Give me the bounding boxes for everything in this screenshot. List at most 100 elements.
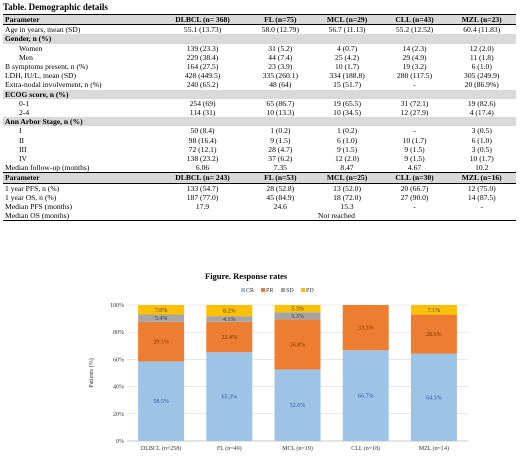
table-cell — [312, 89, 382, 99]
y-axis-label: Patients (%) — [88, 358, 95, 388]
table-row: II 98 (16.4) 9 (1.5) 6 (1.0) 10 (1.7) 6 (1.0) — [3, 136, 516, 145]
table-cell: 19 (82.6) — [467, 98, 496, 108]
table-cell: 9 (1.5) — [404, 154, 425, 164]
table-cell: FL (n=53) — [248, 172, 313, 184]
x-tick-label: FL (n=49) — [217, 445, 242, 452]
bar-segment-pr — [206, 321, 253, 353]
table-row: III 72 (12.1) 28 (4.7) 9 (1.5) 9 (1.5) 3 (0.5… — [3, 145, 516, 154]
x-tick-label: DLBCL (n=258) — [141, 445, 181, 452]
table-cell: 14 (2.3) — [402, 43, 427, 53]
table-cell: 12 (2.0) — [469, 43, 494, 53]
table-cell: 19 (3.2) — [402, 62, 427, 72]
table-cell: 28 (4.7) — [268, 144, 293, 154]
bar-segment-pr — [274, 319, 321, 370]
table-cell: DLBCL (n= 368) — [157, 13, 249, 26]
table-section-row: Gender, n (%) — [3, 34, 516, 44]
table-cell: Gender, n (%) — [3, 34, 157, 44]
bar-segment-pd — [274, 305, 321, 313]
table-header-row: Parameter DLBCL (n= 243) FL (n=53) MCL (n=2… — [3, 172, 516, 184]
table-cell: 10 (1.7) — [469, 154, 494, 164]
table-row: 1 year OS, n (%) 187 (77.0) 45 (84.9) 18 (7… — [3, 193, 516, 202]
table-cell: 20 (86.9%) — [464, 80, 499, 90]
table-cell: 27 (90.0) — [400, 192, 429, 202]
bar-segment-pr — [410, 314, 457, 354]
table-cell: 4 (17.4) — [469, 108, 494, 118]
table-cell: 335 (260.1) — [262, 71, 299, 81]
table-cell: - — [480, 202, 483, 212]
table-cell: 9 (1.5) — [336, 144, 358, 154]
table-cell: 23 (3.9) — [268, 62, 293, 72]
data-label: 64.3% — [426, 395, 442, 401]
table-cell: DLBCL (n= 243) — [157, 172, 249, 184]
table-cell: 164 (27.5) — [186, 62, 219, 72]
table-cell: Men — [19, 52, 33, 62]
table-cell: III — [19, 144, 27, 154]
bar-segment-cr — [274, 369, 321, 441]
bar-segment-sd — [138, 314, 185, 322]
legend-label-pd: PD — [306, 288, 314, 294]
table-cell: Parameter — [3, 13, 157, 26]
table-cell: 133 (54.7) — [186, 183, 219, 193]
table-cell: 1 (0.2) — [336, 126, 358, 136]
data-label: 58.5% — [153, 399, 169, 405]
table-row: Women 139 (23.3) 31 (5.2) 4 (0.7) 14 (2.3) 12… — [3, 44, 516, 53]
table-cell — [447, 34, 516, 44]
table-cell: - — [413, 202, 416, 212]
data-label: 8.2% — [223, 309, 236, 315]
table-cell: 10 (13.3) — [266, 108, 295, 118]
table-cell: FL (n=75) — [248, 13, 313, 26]
table-row: 0-1 254 (69) 65 (86.7) 19 (65.5) 31 (72.1) 19… — [3, 99, 516, 108]
bar-segment-cr — [206, 352, 253, 441]
table-cell — [248, 34, 313, 44]
table-cell: 1 year OS, n (%) — [5, 192, 57, 202]
table-cell: 11 (1.8) — [469, 52, 494, 62]
table-cell: 6 (1.0) — [471, 135, 492, 145]
table-cell: Extra-nodal involvement, n (%) — [5, 80, 102, 90]
table-cell: 3 (0.5) — [471, 126, 492, 136]
table-cell: 240 (65.2) — [186, 80, 219, 90]
table-cell: 4 (0.7) — [336, 43, 358, 53]
figure-title: Figure. Response rates — [205, 271, 288, 281]
table-cell: 12 (75.0) — [467, 183, 496, 193]
table-row: I 50 (8.4) 1 (0.2) 1 (0.2) - 3 (0.5) — [3, 126, 516, 135]
table-cell: 187 (77.0) — [186, 192, 219, 202]
table-cell: Not reached — [157, 211, 516, 222]
y-tick-label: 40% — [113, 385, 124, 391]
table-cell: MZL (n=23) — [447, 13, 516, 26]
table-row: Men 229 (38.4) 44 (7.4) 25 (4.2) 29 (4.9) 11 … — [3, 53, 516, 62]
bar-segment-sd — [206, 316, 253, 322]
data-label: 66.7% — [358, 394, 374, 400]
table-cell: Ann Arbor Stage, n (%) — [3, 117, 157, 127]
table-row: Extra-nodal involvement, n (%) 240 (65.2)… — [3, 80, 516, 89]
table-cell: 44 (7.4) — [268, 52, 293, 62]
bar-segment-pr — [138, 321, 185, 362]
data-label: 22.4% — [222, 335, 238, 341]
table-header-row: Parameter DLBCL (n= 368) FL (n=75) MCL (n=2… — [3, 13, 516, 26]
table-row: Median PFS (months) 17.9 24.6 15.3 - - — [3, 202, 516, 211]
table-cell: MCL (n=29) — [312, 13, 382, 26]
table-cell: 56.7 (11.13) — [328, 25, 366, 35]
table-cell: 4.67 — [407, 163, 422, 173]
table-cell: Median PFS (months) — [5, 202, 73, 212]
table-cell: CLL (n=30) — [381, 172, 448, 184]
table-cell: 6.06 — [195, 163, 210, 173]
table-cell: 12 (27.9) — [400, 108, 429, 118]
table-row: 1 year PFS, n (%) 133 (54.7) 28 (52.8) 13 (… — [3, 183, 516, 193]
table-cell: 55.1 (13.73) — [183, 25, 222, 35]
table-section-row: ECOG score, n (%) — [3, 89, 516, 99]
data-label: 5.3% — [291, 314, 304, 320]
table-row: Median OS (months) Not reached — [3, 211, 516, 222]
table-cell: 14 (87.5) — [467, 192, 496, 202]
table-cell: 7.35 — [273, 163, 287, 173]
y-tick-label: 0% — [116, 439, 124, 445]
table-cell: MCL (n=25) — [312, 172, 382, 184]
table-cell: 50 (8.4) — [190, 126, 215, 136]
data-label: 7.0% — [155, 308, 168, 314]
table-row: B symptoms present, n (%) 164 (27.5) 23 (3… — [3, 62, 516, 71]
table-cell: II — [19, 135, 25, 145]
table-cell: 15 (51.7) — [333, 80, 361, 90]
table-cell: 48 (64) — [269, 80, 292, 90]
bar-segment-cr — [138, 361, 185, 441]
legend-label-pr: PR — [266, 288, 273, 294]
